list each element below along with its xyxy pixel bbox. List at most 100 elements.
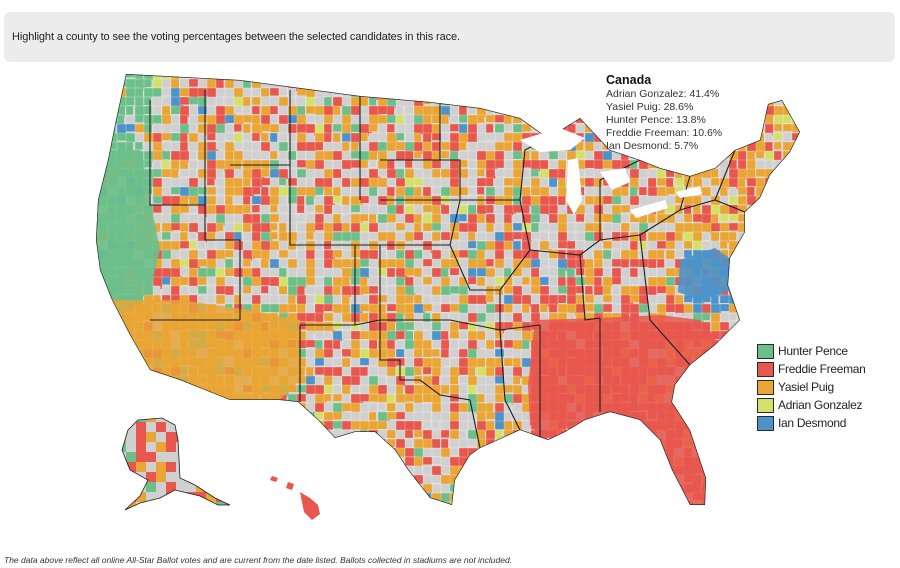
county-cell — [584, 294, 595, 304]
county-cell — [242, 402, 251, 413]
county-cell — [332, 285, 341, 296]
county-cell — [476, 159, 488, 170]
county-cell — [512, 105, 526, 115]
county-cell — [350, 483, 362, 493]
county-cell — [323, 366, 334, 377]
county-cell — [332, 465, 346, 478]
legend-item-ian-desmond[interactable]: Ian Desmond — [757, 414, 897, 432]
county-cell — [224, 132, 235, 141]
county-cell — [521, 204, 530, 214]
county-cell — [323, 330, 332, 339]
county-cell — [746, 177, 757, 187]
county-cell — [494, 276, 504, 285]
county-cell — [350, 492, 363, 504]
county-cell — [224, 168, 236, 180]
county-cell — [719, 447, 731, 458]
county-cell — [764, 312, 775, 326]
county-cell — [521, 87, 532, 97]
county-cell — [96, 501, 99, 505]
county-cell — [467, 465, 481, 478]
county-cell — [314, 168, 326, 179]
county-cell — [96, 150, 103, 163]
county-cell — [431, 447, 442, 457]
county-cell — [323, 483, 333, 496]
county-cell — [710, 447, 722, 456]
county-cell — [755, 276, 764, 287]
county-cell — [801, 205, 811, 215]
county-cell — [503, 474, 515, 484]
county-cell — [593, 438, 607, 448]
legend-item-adrian-gonzalez[interactable]: Adrian Gonzalez — [757, 396, 897, 414]
county-cell — [216, 482, 227, 493]
county-cell — [746, 249, 756, 259]
county-cell — [242, 294, 251, 303]
county-cell — [368, 123, 378, 132]
county-cell — [233, 483, 245, 493]
county-cell — [494, 123, 505, 133]
county-cell — [305, 74, 315, 82]
county-cell — [224, 402, 233, 416]
legend-item-hunter-pence[interactable]: Hunter Pence — [757, 342, 897, 360]
county-cell — [422, 501, 435, 505]
county-cell — [188, 393, 198, 406]
county-cell — [206, 465, 215, 474]
county-cell — [98, 357, 108, 369]
county-cell — [512, 303, 522, 313]
county-cell — [107, 339, 121, 348]
county-cell — [251, 438, 260, 451]
us-county-map[interactable] — [0, 62, 900, 548]
county-cell — [656, 474, 667, 487]
county-cell — [404, 231, 414, 242]
county-cell — [593, 429, 607, 439]
county-cell — [521, 348, 532, 359]
county-cell — [782, 213, 794, 226]
county-cell — [503, 348, 514, 357]
county-cell — [107, 348, 120, 360]
county-cell — [359, 393, 371, 402]
county-cell — [341, 321, 351, 330]
county-cell — [395, 474, 407, 487]
county-cell — [260, 141, 272, 153]
county-cell — [116, 501, 128, 505]
county-cell — [719, 492, 730, 505]
county-cell — [629, 186, 638, 198]
county-cell — [801, 295, 813, 303]
county-cell — [638, 186, 647, 196]
county-cell — [782, 231, 796, 241]
county-cell — [341, 474, 355, 488]
county-cell — [296, 78, 308, 90]
county-cell — [122, 442, 127, 453]
county-cell — [539, 267, 551, 276]
county-cell — [521, 456, 534, 468]
county-cell — [125, 402, 136, 414]
county-cell — [665, 186, 676, 195]
county-cell — [377, 285, 387, 294]
county-cell — [107, 447, 118, 457]
county-cell — [782, 267, 792, 278]
county-cell — [156, 442, 167, 453]
county-cell — [125, 411, 135, 421]
legend-item-freddie-freeman[interactable]: Freddie Freeman — [757, 360, 897, 378]
county-cell — [386, 123, 395, 133]
county-cell — [125, 474, 136, 486]
county-cell — [305, 168, 317, 179]
county-cell — [755, 294, 767, 306]
county-cell — [341, 465, 351, 475]
county-cell — [773, 213, 785, 223]
county-cell — [728, 321, 740, 332]
county-cell — [467, 177, 476, 187]
county-cell — [206, 402, 220, 412]
county-cell — [791, 186, 800, 196]
county-cell — [801, 70, 809, 79]
county-cell — [413, 429, 423, 438]
county-cell — [233, 87, 244, 98]
county-cell — [665, 195, 677, 206]
county-cell — [260, 204, 270, 216]
county-cell — [176, 452, 187, 463]
county-cell — [773, 177, 785, 190]
county-cell — [611, 465, 622, 479]
county-cell — [647, 492, 659, 502]
county-cell — [350, 74, 363, 79]
legend-item-yasiel-puig[interactable]: Yasiel Puig — [757, 378, 897, 396]
county-cell — [156, 432, 167, 443]
